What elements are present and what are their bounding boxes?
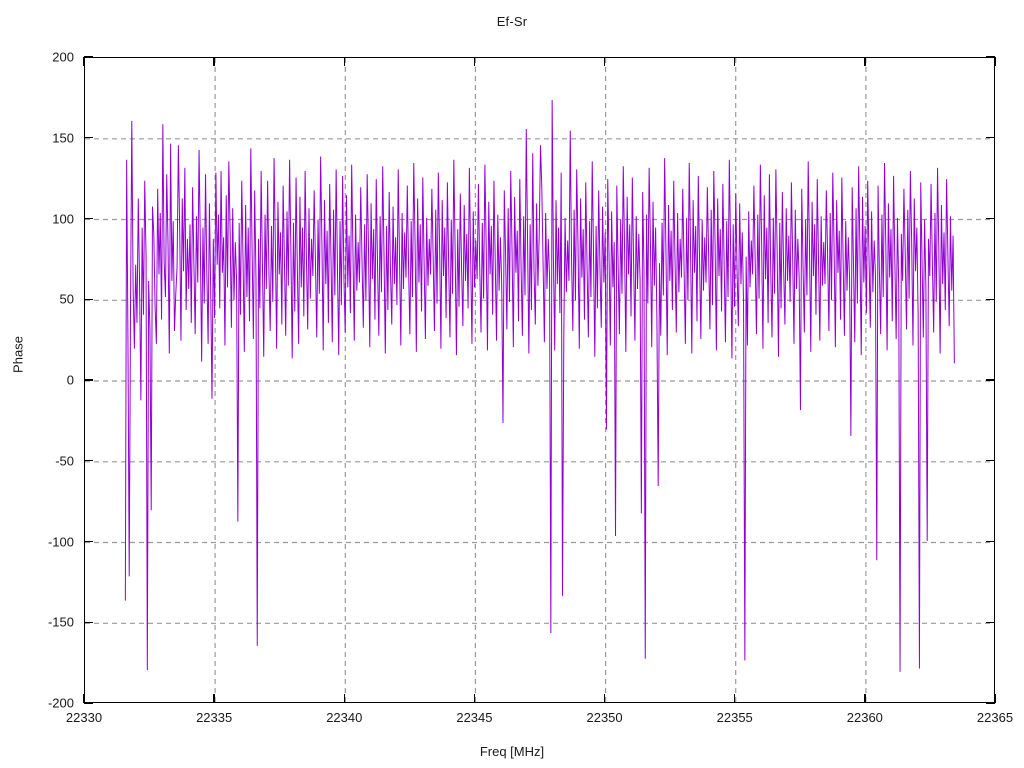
y-tick-mark bbox=[84, 137, 93, 139]
y-tick-mark bbox=[84, 379, 93, 381]
y-tick-mark bbox=[84, 460, 93, 462]
y-tick-label: 50 bbox=[59, 291, 74, 307]
y-tick-label: 150 bbox=[52, 130, 74, 146]
y-tick-mark bbox=[84, 702, 93, 704]
x-tick-mark bbox=[603, 57, 606, 66]
plot-inner bbox=[85, 58, 994, 702]
y-tick-label: -150 bbox=[47, 614, 74, 630]
x-tick-mark bbox=[213, 57, 215, 66]
x-tick-label: 22350 bbox=[586, 710, 623, 725]
x-tick-mark bbox=[734, 57, 736, 66]
y-tick-mark bbox=[986, 56, 995, 58]
y-tick-label: 100 bbox=[52, 211, 74, 226]
x-tick-label: 22335 bbox=[196, 710, 233, 725]
x-tick-mark bbox=[864, 57, 866, 66]
y-tick-mark bbox=[986, 540, 995, 543]
y-tick-label: -200 bbox=[47, 695, 74, 711]
x-tick-label: 22355 bbox=[716, 710, 753, 725]
y-tick-mark bbox=[986, 137, 995, 139]
y-tick-label: 200 bbox=[52, 49, 74, 65]
x-tick-mark bbox=[864, 694, 866, 703]
y-tick-mark bbox=[84, 56, 93, 58]
y-tick-mark bbox=[84, 621, 93, 623]
data-series-line bbox=[124, 99, 955, 672]
x-tick-label: 22360 bbox=[846, 710, 883, 725]
x-tick-mark bbox=[994, 694, 996, 703]
y-tick-mark bbox=[986, 460, 995, 462]
y-tick-mark bbox=[84, 217, 93, 220]
x-tick-mark bbox=[603, 694, 606, 703]
x-tick-mark bbox=[83, 57, 85, 66]
x-tick-label: 22330 bbox=[65, 710, 103, 725]
x-tick-mark bbox=[343, 694, 345, 703]
y-tick-mark bbox=[84, 540, 93, 543]
y-tick-mark bbox=[986, 379, 995, 381]
x-tick-label: 22340 bbox=[326, 710, 363, 725]
y-tick-mark bbox=[84, 298, 93, 300]
y-tick-mark bbox=[986, 702, 995, 704]
y-tick-mark bbox=[986, 621, 995, 623]
x-tick-mark bbox=[83, 694, 85, 703]
x-axis-title: Freq [MHz] bbox=[479, 744, 545, 759]
x-tick-label: 22365 bbox=[976, 710, 1014, 725]
y-tick-mark bbox=[986, 217, 995, 220]
y-axis-title: Phase bbox=[10, 336, 26, 373]
x-tick-mark bbox=[473, 57, 476, 66]
x-tick-mark bbox=[994, 57, 996, 66]
x-tick-mark bbox=[213, 694, 215, 703]
x-tick-mark bbox=[734, 694, 736, 703]
chart-title: Ef-Sr bbox=[496, 14, 528, 29]
x-tick-label: 22345 bbox=[456, 710, 493, 725]
x-tick-mark bbox=[473, 694, 476, 703]
y-tick-label: -50 bbox=[55, 453, 74, 469]
y-tick-label: -100 bbox=[47, 534, 74, 549]
y-tick-mark bbox=[986, 298, 995, 300]
y-tick-label: 0 bbox=[66, 372, 74, 388]
x-tick-mark bbox=[343, 57, 345, 66]
